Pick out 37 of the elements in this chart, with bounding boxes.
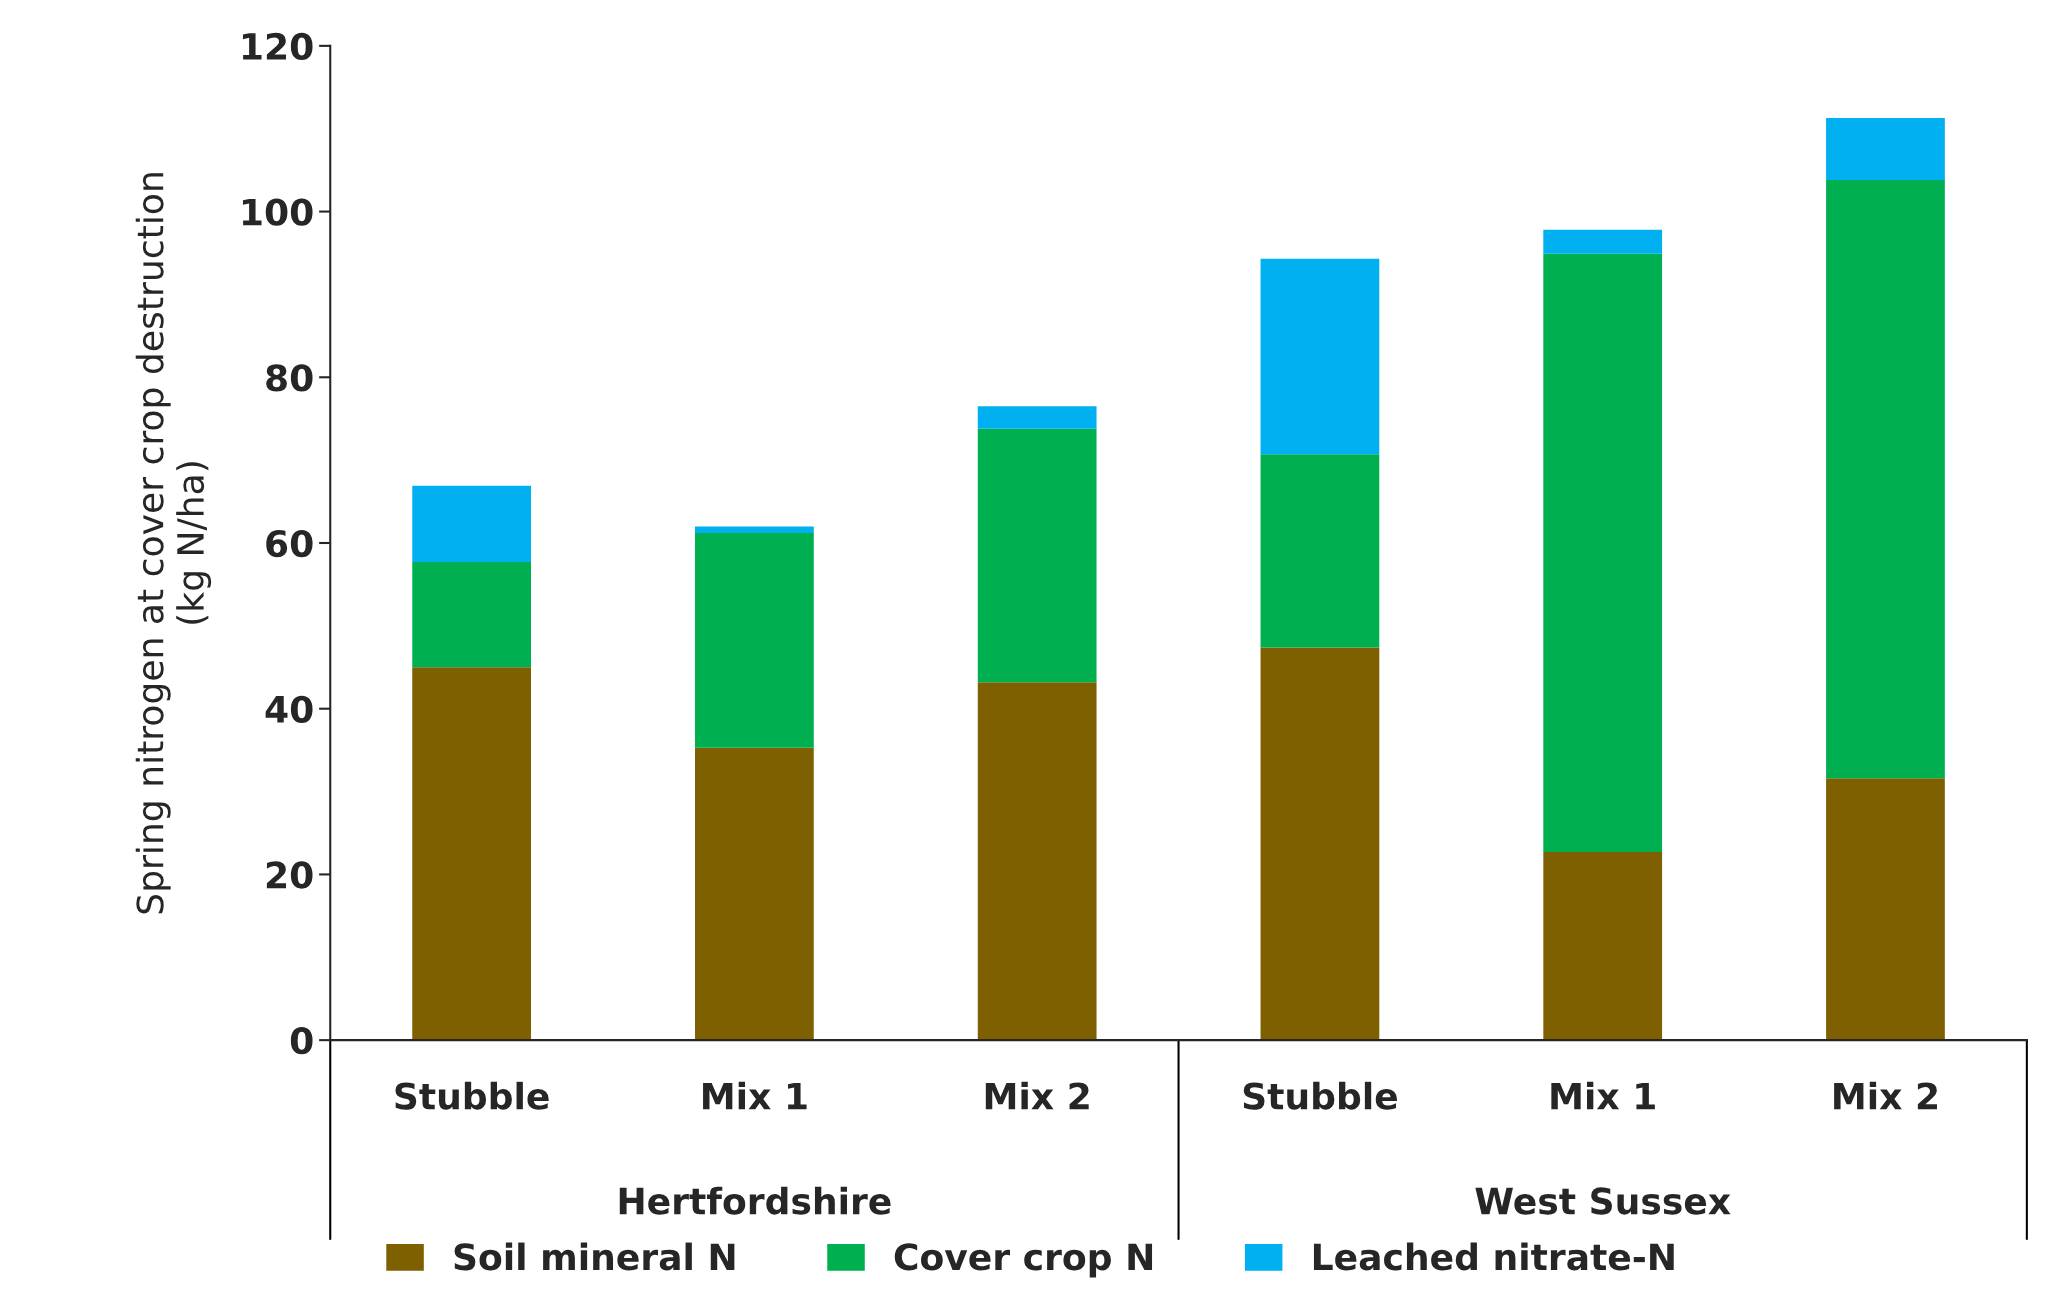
legend-label: Leached nitrate-N — [1313, 1242, 1674, 1271]
bar — [977, 406, 1097, 429]
bar — [695, 533, 814, 748]
bar — [977, 428, 1097, 683]
bar — [412, 485, 532, 563]
bar — [1826, 117, 1945, 181]
bar — [1826, 778, 1945, 1041]
x-tick-label: Stubble — [395, 1081, 549, 1110]
bar — [412, 667, 532, 1041]
bar — [1260, 647, 1380, 1041]
y-tick-label: 80 — [266, 364, 313, 392]
text: Hertfordshire — [619, 1186, 891, 1215]
y-tick-label: 100 — [242, 198, 313, 226]
bar — [1543, 852, 1663, 1041]
x-tick-label: Mix 1 — [1551, 1081, 1655, 1110]
bar — [1826, 180, 1945, 779]
bar — [695, 747, 814, 1041]
x-tick-label: Mix 2 — [985, 1081, 1089, 1110]
bar — [977, 682, 1097, 1041]
bar — [1260, 258, 1380, 455]
bar — [1260, 454, 1380, 648]
y-tick-label: 0 — [290, 1027, 313, 1055]
x-tick-label: Mix 1 — [703, 1081, 807, 1110]
y-tick-label: 40 — [265, 695, 313, 723]
bar — [1543, 229, 1663, 254]
legend-label: Soil mineral N — [454, 1242, 735, 1271]
bar — [412, 562, 532, 668]
bar — [695, 526, 814, 534]
y-tick-label: 20 — [266, 861, 313, 889]
x-tick-label: Stubble — [1243, 1081, 1397, 1110]
y-axis-title: Spring nitrogen at cover crop destruction (kg N/ha) — [135, 173, 212, 914]
x-tick-label: Mix 2 — [1834, 1081, 1937, 1110]
text: West Sussex — [1475, 1187, 1731, 1215]
y-tick-label: 120 — [242, 32, 313, 61]
y-tick-label: 60 — [266, 529, 313, 558]
bar — [1543, 253, 1663, 853]
legend-label: Cover crop N — [894, 1243, 1153, 1278]
